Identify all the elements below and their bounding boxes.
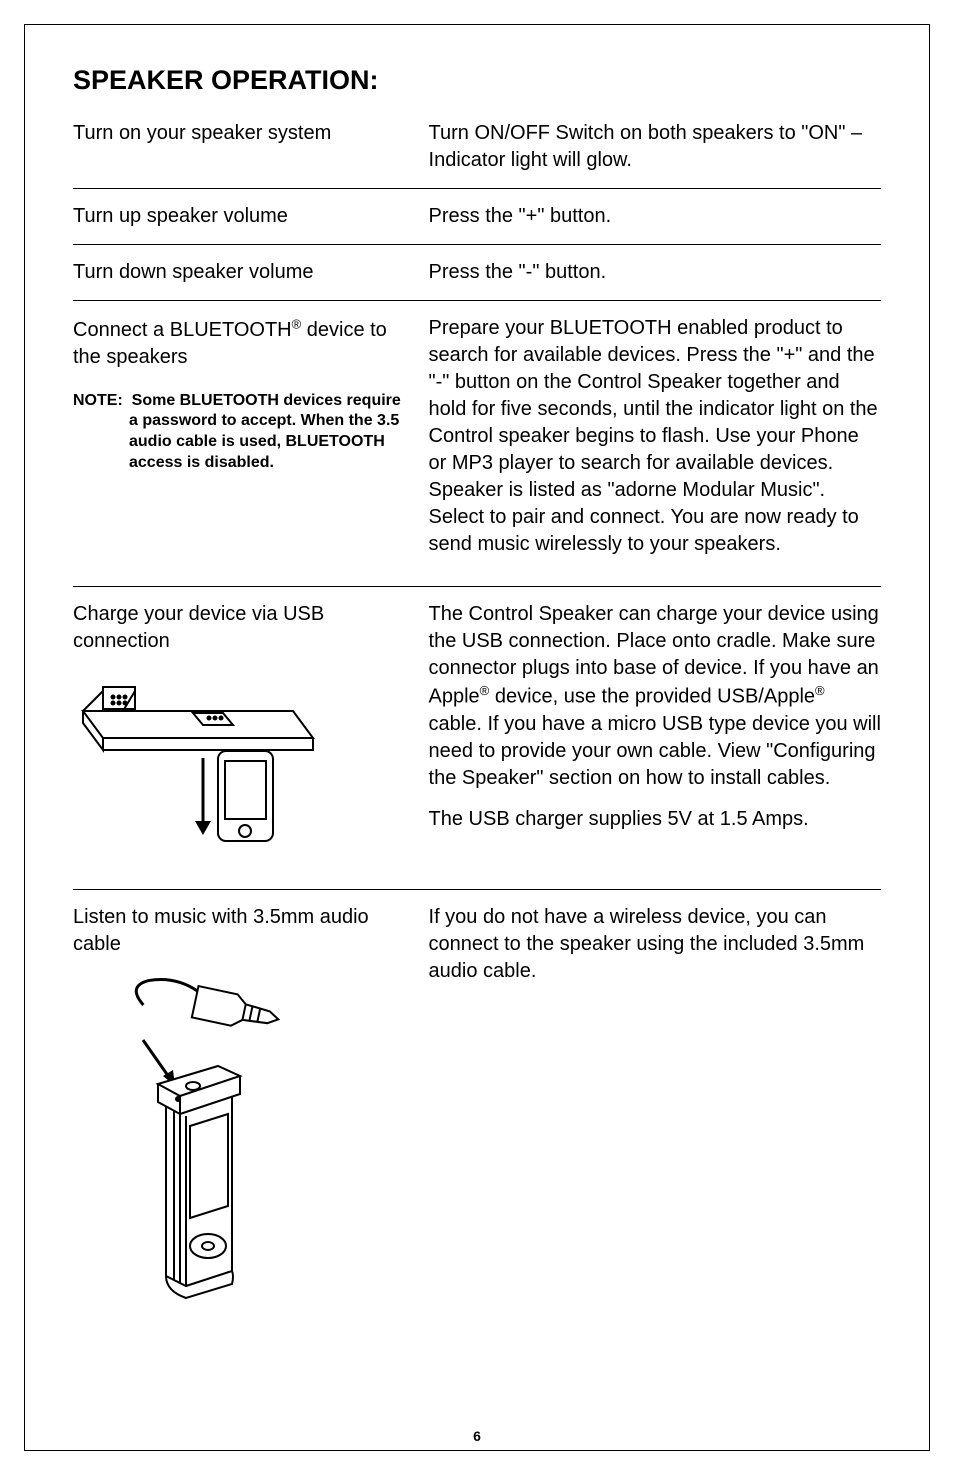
- audio-jack-illustration: [73, 966, 405, 1334]
- table-row: Charge your device via USB connection: [73, 586, 881, 889]
- charge-label: Charge your device via USB connection: [73, 603, 324, 652]
- note-text: NOTE: Some BLUETOOTH devices require a p…: [73, 391, 405, 474]
- operation-label: Charge your device via USB connection: [73, 601, 429, 861]
- page-number: 6: [473, 1428, 481, 1444]
- operation-label: Turn down speaker volume: [73, 259, 429, 286]
- table-row: Turn down speaker volume Press the "-" b…: [73, 244, 881, 300]
- operation-instruction: Turn ON/OFF Switch on both speakers to "…: [429, 120, 881, 174]
- operation-instruction: Press the "+" button.: [429, 203, 881, 230]
- operation-instruction: Press the "-" button.: [429, 259, 881, 286]
- table-row: Turn on your speaker system Turn ON/OFF …: [73, 116, 881, 188]
- operation-instruction: Prepare your BLUETOOTH enabled product t…: [429, 315, 881, 558]
- instruction-text-2: The USB charger supplies 5V at 1.5 Amps.: [429, 806, 881, 833]
- operation-instruction: The Control Speaker can charge your devi…: [429, 601, 881, 861]
- operation-label: Turn on your speaker system: [73, 120, 429, 174]
- table-row: Connect a BLUETOOTH® device to the speak…: [73, 300, 881, 586]
- table-row: Turn up speaker volume Press the "+" but…: [73, 188, 881, 244]
- operation-label: Listen to music with 3.5mm audio cable: [73, 904, 429, 1334]
- section-title: SPEAKER OPERATION:: [73, 65, 881, 96]
- operation-label: Turn up speaker volume: [73, 203, 429, 230]
- bluetooth-connect-label: Connect a BLUETOOTH® device to the speak…: [73, 319, 387, 368]
- audio-cable-label: Listen to music with 3.5mm audio cable: [73, 906, 369, 955]
- operation-instruction: If you do not have a wireless device, yo…: [429, 904, 881, 1334]
- cradle-usb-illustration: [73, 663, 405, 861]
- instruction-text: The Control Speaker can charge your devi…: [429, 601, 881, 792]
- operation-label: Connect a BLUETOOTH® device to the speak…: [73, 315, 429, 558]
- table-row: Listen to music with 3.5mm audio cable: [73, 889, 881, 1348]
